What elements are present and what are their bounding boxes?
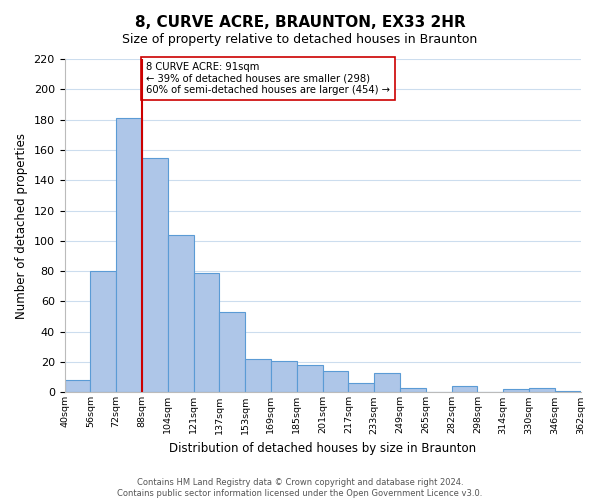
Y-axis label: Number of detached properties: Number of detached properties [15,132,28,318]
Bar [194,272,220,392]
Bar [555,391,581,392]
X-axis label: Distribution of detached houses by size in Braunton: Distribution of detached houses by size … [169,442,476,455]
Bar [503,390,529,392]
Bar [400,388,426,392]
Text: Size of property relative to detached houses in Braunton: Size of property relative to detached ho… [122,32,478,46]
Bar [349,384,374,392]
Bar [65,380,91,392]
Bar [297,365,323,392]
Bar [323,371,349,392]
Text: 8 CURVE ACRE: 91sqm
← 39% of detached houses are smaller (298)
60% of semi-detac: 8 CURVE ACRE: 91sqm ← 39% of detached ho… [146,62,390,95]
Bar [116,118,142,392]
Bar [91,271,116,392]
Bar [529,388,555,392]
Bar [168,235,194,392]
Text: Contains HM Land Registry data © Crown copyright and database right 2024.
Contai: Contains HM Land Registry data © Crown c… [118,478,482,498]
Bar [271,360,297,392]
Bar [452,386,478,392]
Text: 8, CURVE ACRE, BRAUNTON, EX33 2HR: 8, CURVE ACRE, BRAUNTON, EX33 2HR [134,15,466,30]
Bar [374,372,400,392]
Bar [142,158,168,392]
Bar [220,312,245,392]
Bar [245,359,271,392]
